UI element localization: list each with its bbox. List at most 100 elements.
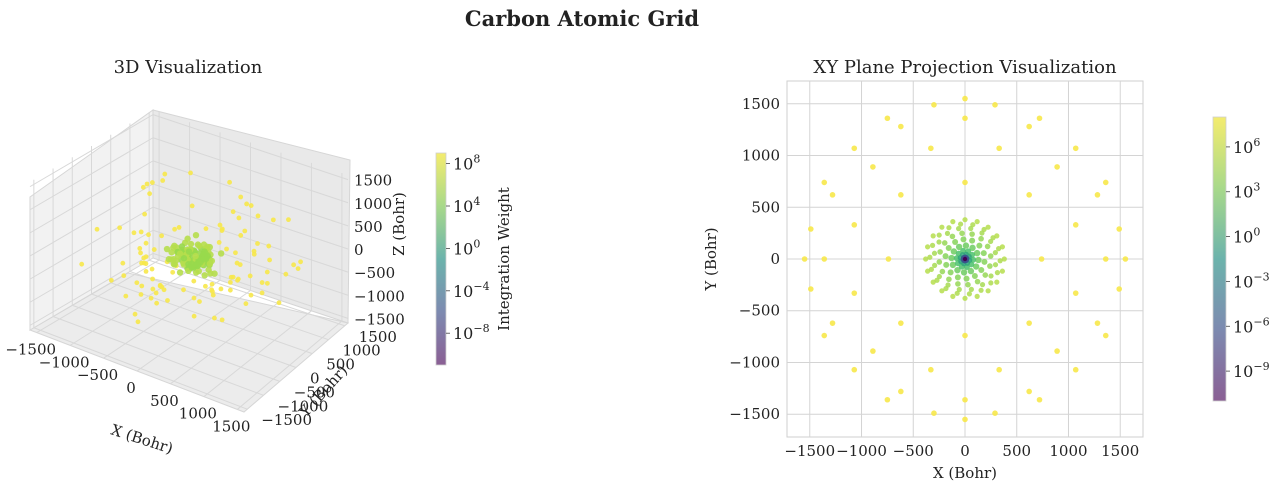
x-tick-label: 0 [960,442,970,460]
data-point [997,258,1003,264]
data-point [969,244,976,252]
data-point [924,244,931,250]
grid-xy [787,81,1143,437]
data-point [984,243,991,250]
data-point [1036,115,1043,122]
data-point-3d [197,299,202,305]
gridline-3d [29,137,154,211]
data-point-3d [132,311,138,317]
z-tick-label-3d: −1500 [354,310,405,328]
data-point [988,238,994,245]
y-axis-label-xy: Y (Bohr) [702,227,720,291]
data-point [939,268,946,275]
data-point-3d [131,230,137,236]
colorbar-xy-tick: 106 [1233,136,1260,157]
x-axis-label-3d: X (Bohr) [109,421,175,458]
y-tick-label: −1500 [729,405,780,423]
data-point-3d [206,243,213,251]
ticks-3d: −1500−1500−1500−1000−1000−1000−500−500−5… [5,172,404,436]
data-point [931,250,938,256]
x-tick-label: −1000 [836,442,887,460]
data-point [1072,222,1079,228]
y-tick-label-3d: −1000 [278,397,329,415]
x-tick-label-3d: −500 [77,366,118,384]
data-point-3d [237,262,243,268]
y-tick-label-3d: −500 [294,383,335,401]
colorbar-3d-tick: 10−4 [453,280,490,301]
z-tick-label-3d: 0 [354,241,364,259]
colorbar-3d-tick: 108 [453,153,480,174]
data-point [944,230,951,236]
data-point-3d [235,277,240,283]
data-point [851,222,858,228]
data-point [960,236,967,243]
data-point [987,253,994,259]
data-point-3d [176,225,182,230]
data-point-3d [180,255,188,262]
data-point [992,102,998,108]
x-tick-label-3d: 1000 [179,405,217,423]
data-point-3d [227,287,233,293]
data-point-3d [165,298,170,303]
data-point-3d [94,226,100,232]
data-point [985,288,991,294]
colorbar-xy-tick: 10−3 [1233,270,1270,291]
data-point [959,230,965,237]
data-point [988,280,994,286]
data-point-3d [230,274,236,280]
data-point-3d [195,262,202,269]
data-point [1054,348,1060,354]
data-point-3d [291,262,297,268]
data-point [1102,179,1109,186]
data-point [928,266,934,272]
y-tick-label-3d: 1000 [343,342,381,360]
data-point [1001,256,1007,262]
data-point-3d [236,215,242,221]
data-point [970,222,976,228]
data-point [962,242,970,249]
colorbar-3d-label: Integration Weight [495,187,513,331]
data-point-3d [147,191,153,197]
data-point [1094,320,1101,326]
data-point [994,279,1000,285]
data-point [934,277,940,283]
colorbar-xy-ticks: 106 103 100 10−3 10−6 10−9 [1226,136,1270,381]
data-point [962,179,968,186]
data-point [978,235,984,242]
data-point-3d [188,170,193,176]
data-point [1102,256,1109,262]
data-point [962,416,968,423]
data-point [939,288,945,294]
data-point [957,221,964,227]
data-point [949,261,957,269]
data-point [962,217,968,223]
data-point [928,366,934,373]
data-point-3d [192,252,199,260]
data-point-3d [188,264,195,271]
data-point-3d [146,232,151,238]
colorbar-3d-tick: 104 [453,195,480,216]
data-point [1026,320,1032,326]
colorbar-3d-ticks: 108 104 100 10−4 10−8 [446,153,490,343]
data-point-3d [203,226,209,232]
gridline-3d [170,300,282,385]
data-point [821,179,828,186]
gridline-3d [29,114,154,188]
y-tick-label: −500 [739,302,780,320]
data-point [1116,286,1122,292]
data-point-3d [247,273,253,279]
data-point-3d [191,278,197,284]
data-point [949,233,956,240]
colorbar-3d-tick: 10−8 [453,322,490,343]
data-point-3d [276,300,282,306]
data-point [928,145,934,152]
gridline-3d [29,160,154,234]
gridline-3d [91,293,297,368]
y-tick-label: 0 [770,250,780,268]
data-point [941,240,948,246]
data-point [982,272,989,278]
data-point [965,281,971,288]
y-tick-label: 1000 [742,147,780,165]
data-point-3d [243,301,249,307]
